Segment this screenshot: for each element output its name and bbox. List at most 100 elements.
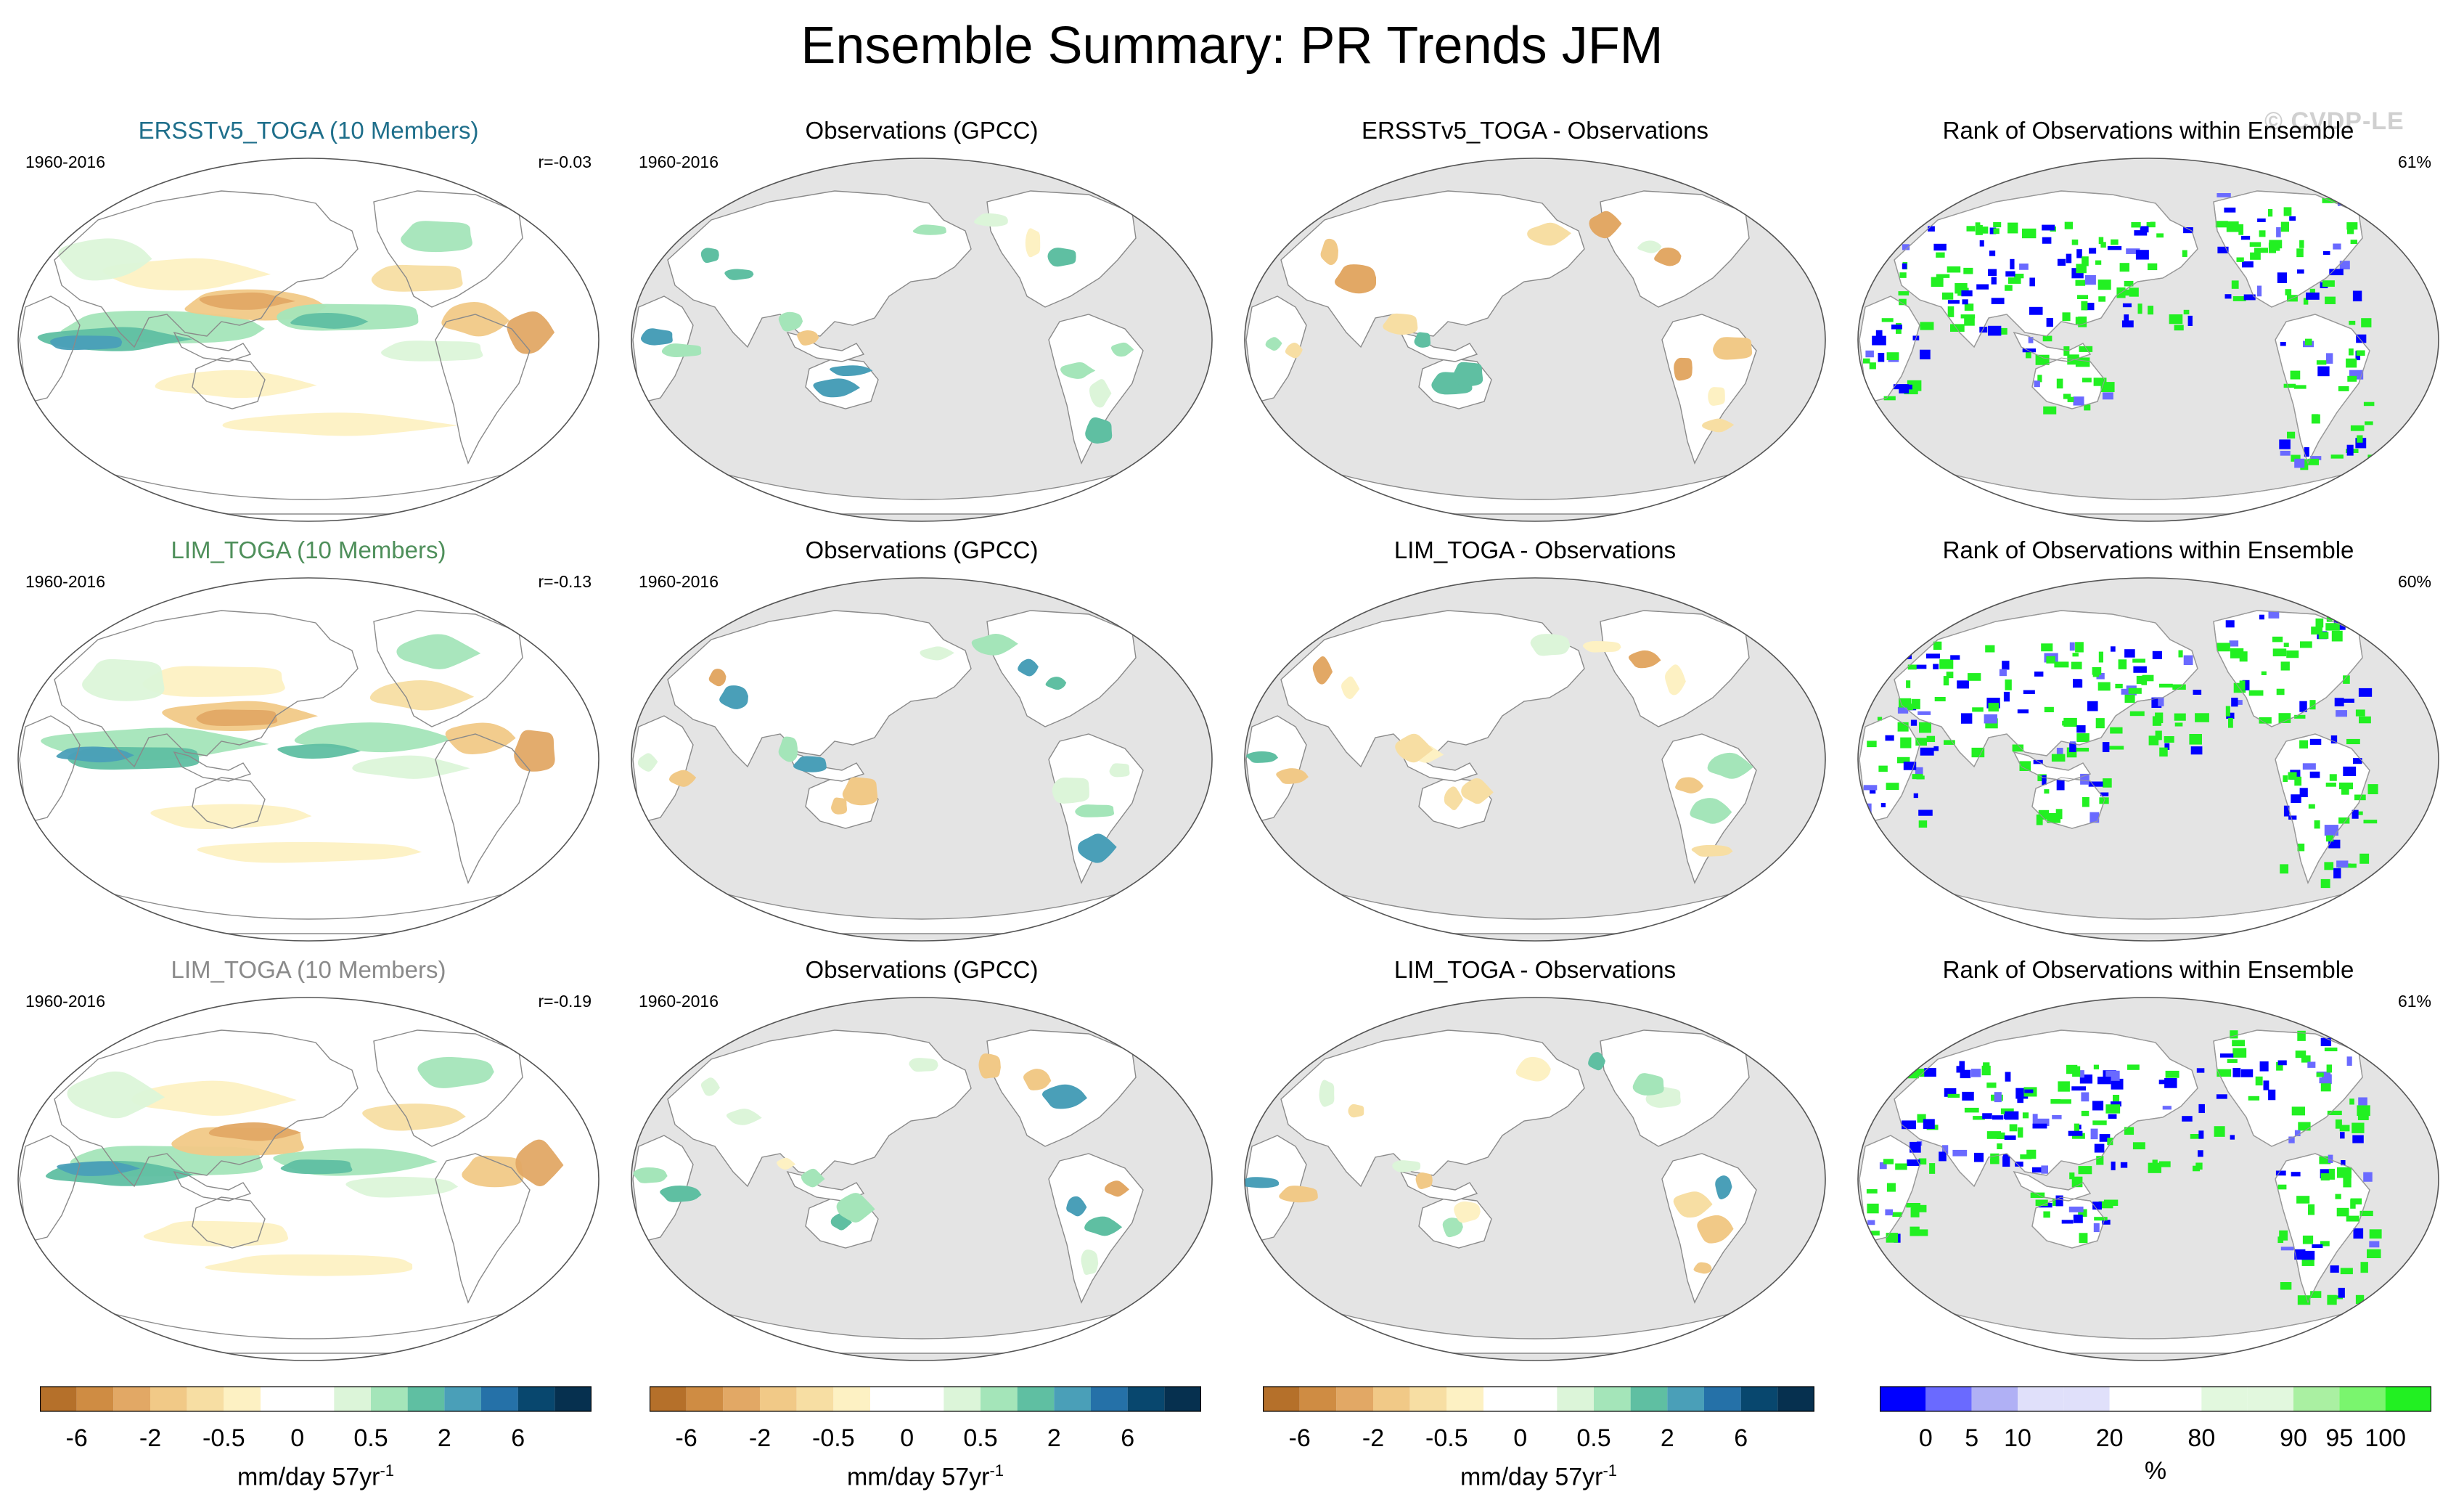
rank-cell bbox=[1993, 221, 2002, 228]
rank-cell bbox=[2330, 1265, 2339, 1273]
rank-cell bbox=[1878, 353, 1885, 362]
rank-cell bbox=[1912, 774, 1923, 780]
coastline-overlay bbox=[2275, 1153, 2370, 1304]
trend-patch bbox=[1025, 228, 1041, 258]
panel-title: Rank of Observations within Ensemble bbox=[1942, 117, 2354, 144]
figure-title: Ensemble Summary: PR Trends JFM bbox=[801, 17, 1663, 75]
rank-cell bbox=[2102, 392, 2113, 400]
coastline-sea bbox=[173, 331, 252, 362]
rank-cell bbox=[1947, 306, 1955, 317]
map-panel-model: ERSSTv5_TOGA (10 Members) 1960-2016 r=-0.0… bbox=[11, 116, 606, 522]
coastline-sea bbox=[173, 1170, 252, 1202]
coastline-green bbox=[2314, 171, 2375, 199]
rank-cell bbox=[2148, 1162, 2162, 1173]
rank-cell bbox=[1933, 664, 1939, 669]
rank-cell bbox=[2041, 1165, 2048, 1174]
coastline-africa bbox=[632, 1135, 694, 1241]
trend-contour bbox=[280, 1159, 353, 1175]
panel-period: 1960-2016 bbox=[25, 992, 105, 1011]
rank-cell bbox=[2084, 303, 2095, 311]
rank-cell bbox=[2232, 1040, 2246, 1047]
rank-cell bbox=[2069, 743, 2076, 752]
trend-patch bbox=[1047, 248, 1076, 267]
rank-cell bbox=[2363, 401, 2375, 407]
rank-cell bbox=[2346, 738, 2360, 745]
rank-cell bbox=[2102, 1220, 2111, 1225]
colorbar-tick-label: -6 bbox=[66, 1424, 88, 1452]
rank-cell bbox=[1963, 267, 1973, 274]
rank-cell bbox=[1944, 740, 1955, 745]
colorbar-frame bbox=[1263, 1386, 1814, 1412]
colorbar-tick-label: 6 bbox=[1121, 1424, 1134, 1452]
coastline-samer bbox=[435, 314, 531, 465]
rank-cell bbox=[2346, 1056, 2352, 1066]
coastline-green bbox=[474, 171, 535, 199]
colorbar-swatch bbox=[1704, 1387, 1741, 1411]
trend-contour bbox=[155, 370, 317, 399]
trend-contour bbox=[381, 340, 483, 362]
rank-cell bbox=[2291, 1172, 2301, 1177]
rank-cell bbox=[2034, 380, 2040, 388]
trend-patch bbox=[1089, 379, 1112, 408]
coastline-overlay bbox=[2213, 1029, 2363, 1147]
rank-cell bbox=[2068, 1130, 2083, 1136]
rank-cell bbox=[2341, 1160, 2346, 1166]
rank-cell bbox=[2135, 250, 2149, 260]
rank-cell bbox=[2302, 1235, 2314, 1244]
colorbar-swatch bbox=[650, 1387, 687, 1411]
trend-patch bbox=[1415, 1172, 1433, 1189]
rank-cell bbox=[2230, 1135, 2235, 1140]
rank-cell bbox=[2224, 207, 2236, 213]
rank-cell bbox=[2172, 684, 2186, 690]
rank-cell bbox=[2355, 1294, 2365, 1305]
rank-cell bbox=[2289, 216, 2296, 221]
rank-cell bbox=[2346, 444, 2354, 456]
rank-cell bbox=[2352, 290, 2362, 302]
trend-patch bbox=[1414, 332, 1431, 348]
rank-cell bbox=[2098, 296, 2106, 302]
rank-cell bbox=[2076, 264, 2087, 274]
trend-contour bbox=[352, 755, 470, 779]
colorbar-swatch bbox=[334, 1387, 371, 1411]
rank-cell bbox=[2100, 792, 2109, 796]
rank-cell bbox=[2158, 1161, 2171, 1167]
rank-cell bbox=[1899, 272, 1907, 278]
rank-cell bbox=[2324, 862, 2334, 870]
trend-patch bbox=[831, 797, 848, 815]
rank-cell bbox=[1906, 680, 1911, 688]
rank-cell bbox=[2224, 294, 2232, 299]
trend-contour bbox=[197, 841, 422, 863]
map-panel-diff: LIM_TOGA - Observations bbox=[1237, 955, 1833, 1361]
coastline-green bbox=[474, 590, 535, 619]
rank-cell bbox=[1947, 266, 1961, 273]
rank-cell bbox=[2133, 666, 2147, 673]
rank-cell bbox=[1936, 274, 1950, 278]
rank-cell bbox=[2084, 275, 2096, 285]
rank-cell bbox=[2280, 1247, 2294, 1251]
rank-cell bbox=[2325, 783, 2336, 787]
rank-cell bbox=[2350, 240, 2357, 244]
colorbar-tick-label: 0.5 bbox=[963, 1424, 997, 1452]
trend-patch bbox=[1664, 664, 1686, 696]
rank-cell bbox=[2056, 748, 2063, 755]
trend-contour bbox=[142, 666, 285, 697]
rank-cell bbox=[2341, 698, 2354, 703]
panel-title: Rank of Observations within Ensemble bbox=[1942, 956, 2354, 983]
colorbar-tick-label: 20 bbox=[2096, 1424, 2124, 1452]
colorbar-swatch bbox=[1164, 1387, 1201, 1411]
map-border bbox=[631, 997, 1213, 1361]
rank-cell bbox=[2367, 1249, 2381, 1259]
rank-cell bbox=[2182, 250, 2187, 257]
coastline-asia bbox=[1280, 190, 1585, 348]
rank-cell bbox=[1981, 1065, 1991, 1076]
rank-cell bbox=[2159, 683, 2173, 688]
rank-cell bbox=[1962, 299, 1968, 305]
rank-cell bbox=[2355, 1015, 2366, 1024]
trend-contour bbox=[462, 1155, 524, 1188]
rank-cell bbox=[2159, 747, 2168, 757]
rank-cell bbox=[2231, 280, 2239, 289]
rank-cell bbox=[1988, 325, 2002, 336]
rank-cell bbox=[1918, 1229, 1928, 1236]
trend-contour bbox=[277, 743, 361, 759]
coastline-namer bbox=[373, 610, 523, 727]
